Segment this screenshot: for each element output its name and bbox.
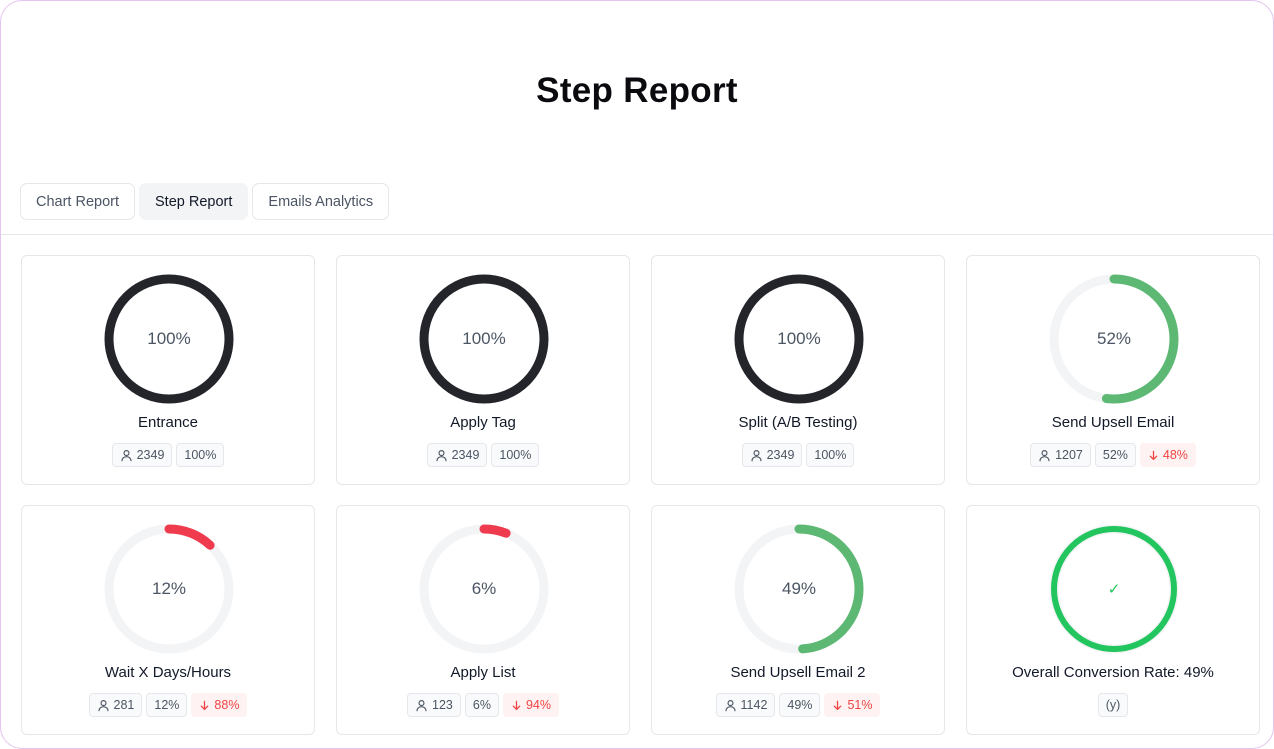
tab-emails-analytics[interactable]: Emails Analytics xyxy=(252,183,390,220)
step-stats: 281 12% 88% xyxy=(22,693,314,717)
users-count: 2349 xyxy=(136,448,165,462)
user-icon xyxy=(436,449,447,461)
users-count-badge: 1142 xyxy=(715,693,776,717)
step-stats: 123 6% 94% xyxy=(337,693,629,717)
progress-ring xyxy=(1049,274,1179,404)
progress-percent: 100% xyxy=(462,329,506,348)
progress-percent: 49% xyxy=(781,579,817,598)
step-card: 12% Wait X Days/Hours 281 12% 88% xyxy=(21,505,315,735)
tab-chart-report[interactable]: Chart Report xyxy=(20,183,136,220)
users-count: 1142 xyxy=(740,698,768,712)
step-stats: 2349 100% xyxy=(652,443,944,467)
conversion-rate-badge: 100% xyxy=(806,443,855,467)
arrow-down-icon xyxy=(512,700,521,710)
progress-ring-arc xyxy=(104,524,234,654)
progress-ring xyxy=(104,524,234,654)
drop-off-badge: 94% xyxy=(502,693,559,717)
users-count: 123 xyxy=(432,698,453,712)
drop-off-rate: 48% xyxy=(1162,448,1188,462)
progress-ring-arc xyxy=(734,524,864,654)
step-title: Overall Conversion Rate: 49% xyxy=(1012,664,1214,681)
drop-off-rate: 51% xyxy=(847,698,873,712)
users-count-badge: 123 xyxy=(407,693,461,717)
progress-ring xyxy=(734,524,864,654)
step-stats: 2349 100% xyxy=(22,443,314,467)
users-count-badge: 2349 xyxy=(111,443,173,467)
step-title: Apply List xyxy=(450,664,516,681)
users-count: 1207 xyxy=(1055,448,1083,462)
step-title: Send Upsell Email xyxy=(1051,414,1175,431)
users-count-badge: 281 xyxy=(88,693,143,717)
progress-ring-arc xyxy=(419,524,549,654)
step-card: 49% Send Upsell Email 2 1142 49% 51% xyxy=(651,505,945,735)
progress-ring-arc xyxy=(1049,274,1179,404)
step-stats: 1142 49% 51% xyxy=(652,693,944,717)
users-count: 2349 xyxy=(451,448,480,462)
user-icon xyxy=(416,699,427,711)
progress-percent: 100% xyxy=(147,329,191,348)
progress-percent: 52% xyxy=(1096,329,1132,348)
step-cards-grid: 100% Entrance 2349 100% 100% Apply Tag 2349 100… xyxy=(21,255,1260,735)
users-count: 2349 xyxy=(766,448,795,462)
user-icon xyxy=(1039,449,1050,461)
step-title: Wait X Days/Hours xyxy=(104,664,232,681)
drop-off-rate: 88% xyxy=(214,698,240,712)
progress-ring xyxy=(419,274,549,404)
tabs-divider xyxy=(1,234,1273,235)
users-count-badge: 2349 xyxy=(741,443,803,467)
step-card: 100% Entrance 2349 100% xyxy=(21,255,315,485)
progress-ring xyxy=(419,524,549,654)
step-title: Apply Tag xyxy=(450,414,516,431)
conversion-rate-badge: 100% xyxy=(491,443,540,467)
drop-off-badge: 48% xyxy=(1139,443,1196,467)
step-card: 6% Apply List 123 6% 94% xyxy=(336,505,630,735)
progress-ring-arc xyxy=(734,274,864,404)
progress-ring xyxy=(1049,524,1179,654)
user-icon xyxy=(724,699,736,711)
arrow-down-icon xyxy=(201,700,209,710)
progress-ring-arc xyxy=(419,274,549,404)
conversion-rate-badge: 12% xyxy=(146,693,188,717)
conversion-rate-badge: 100% xyxy=(176,443,225,467)
page-title: Step Report xyxy=(536,71,738,110)
drop-off-rate: 94% xyxy=(525,698,551,712)
user-icon xyxy=(97,699,109,711)
step-card: 100% Apply Tag 2349 100% xyxy=(336,255,630,485)
users-count: 281 xyxy=(113,698,135,712)
progress-percent: 100% xyxy=(777,329,821,348)
conversion-rate-badge: 52% xyxy=(1094,443,1136,467)
arrow-down-icon xyxy=(834,700,842,710)
drop-off-badge: 88% xyxy=(191,693,248,717)
step-card: 52% Send Upsell Email 1207 52% 48% xyxy=(966,255,1260,485)
progress-percent: 12% xyxy=(151,579,187,598)
conversion-rate-badge: 49% xyxy=(779,693,821,717)
step-card: 100% Split (A/B Testing) 2349 100% xyxy=(651,255,945,485)
progress-percent: 6% xyxy=(471,579,497,598)
tab-step-report[interactable]: Step Report xyxy=(139,183,249,220)
progress-ring xyxy=(734,274,864,404)
step-stats: (y) xyxy=(967,693,1259,717)
users-count-badge: 2349 xyxy=(426,443,488,467)
progress-ring-arc xyxy=(104,274,234,404)
user-icon xyxy=(751,449,762,461)
step-title: Entrance xyxy=(137,414,199,431)
arrow-down-icon xyxy=(1149,450,1158,460)
step-card: ✓ Overall Conversion Rate: 49% (y) xyxy=(966,505,1260,735)
check-icon: ✓ xyxy=(1107,581,1121,598)
step-stats: 1207 52% 48% xyxy=(967,443,1259,467)
note-badge: (y) xyxy=(1097,693,1129,717)
drop-off-badge: 51% xyxy=(824,693,881,717)
progress-ring-arc xyxy=(1051,526,1177,652)
step-title: Split (A/B Testing) xyxy=(738,414,858,431)
conversion-rate-badge: 6% xyxy=(464,693,499,717)
user-icon xyxy=(121,449,132,461)
step-stats: 2349 100% xyxy=(337,443,629,467)
report-tabs: Chart Report Step Report Emails Analytic… xyxy=(20,183,390,220)
progress-ring xyxy=(104,274,234,404)
step-title: Send Upsell Email 2 xyxy=(730,664,866,681)
users-count-badge: 1207 xyxy=(1030,443,1091,467)
